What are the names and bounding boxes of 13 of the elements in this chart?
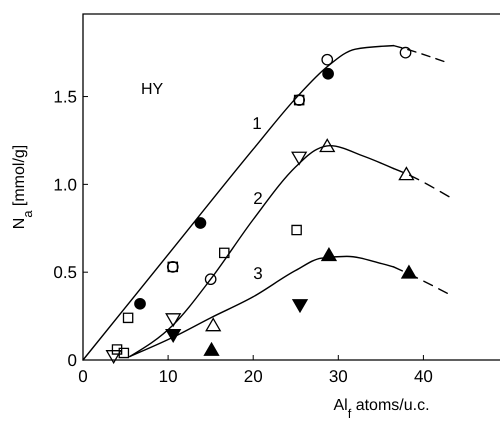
y-tick-label: 1.5 — [53, 88, 77, 107]
y-tick-label: 0.5 — [53, 263, 77, 282]
x-axis-title: Al$_{f}$ atoms/u.c. — [333, 397, 430, 420]
annotation: 2 — [253, 189, 263, 208]
y-tick-label: 1.0 — [53, 175, 77, 194]
x-tick-label: 20 — [244, 367, 263, 386]
x-tick-label: 40 — [414, 367, 433, 386]
annotation: 3 — [253, 264, 263, 283]
annotation: 1 — [252, 114, 262, 133]
y-tick-label: 0 — [68, 351, 77, 370]
x-tick-label: 10 — [158, 367, 178, 386]
annotation: HY — [141, 81, 164, 98]
x-tick-label: 30 — [328, 367, 348, 386]
